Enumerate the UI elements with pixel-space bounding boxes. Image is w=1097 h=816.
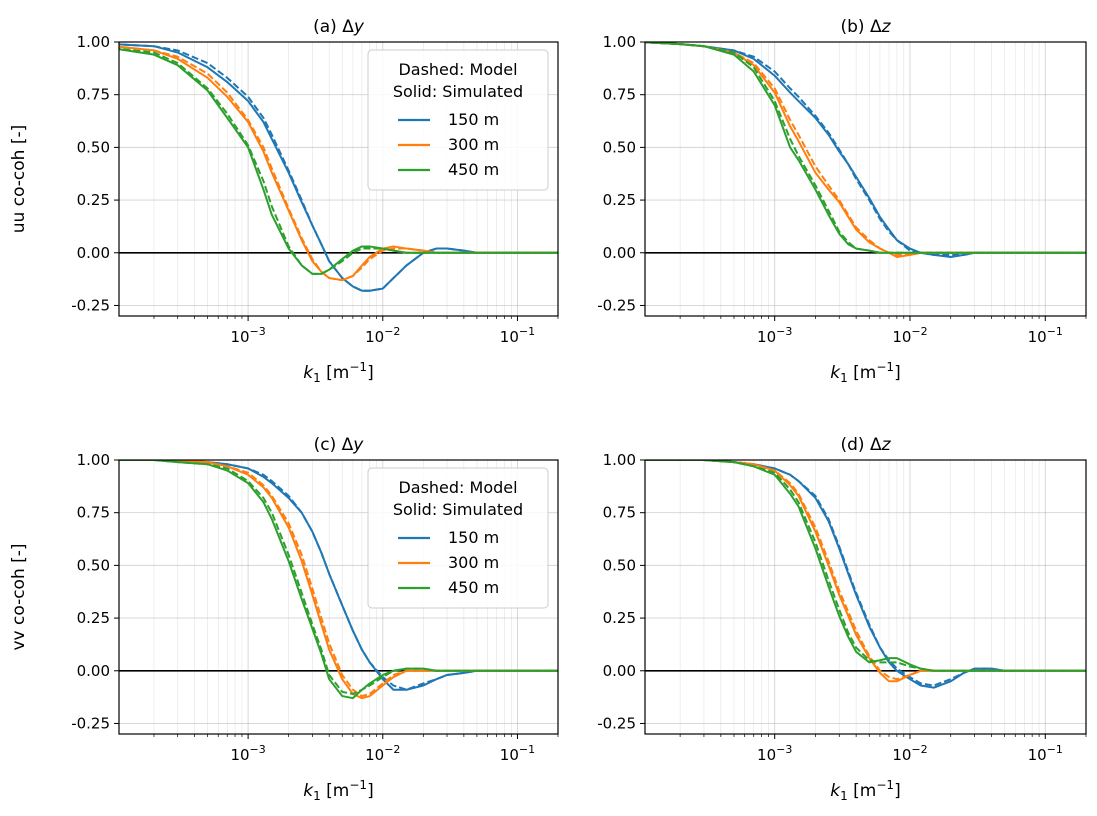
x-axis-label: k1 [m−1] (830, 360, 900, 385)
y-tick-label: 0.50 (77, 556, 110, 574)
series-line-450m-model (119, 47, 558, 275)
series-line-150m-model (119, 43, 558, 292)
y-tick-label: 0.25 (77, 609, 110, 627)
x-tick-label: 10−3 (230, 743, 265, 764)
series-group-a (119, 43, 558, 292)
legend: Dashed: Model Solid: Simulated 150 m 300 m 4… (367, 49, 549, 191)
series-line-450m-model (645, 460, 1086, 672)
y-tick-label: 0.50 (77, 138, 110, 156)
x-tick-label: 10−3 (757, 743, 792, 764)
x-tick-label: 10−1 (1028, 743, 1063, 764)
grid-d (645, 459, 1087, 734)
y-tick-label: 0.50 (603, 138, 636, 156)
series-group-c (119, 460, 558, 700)
y-tick-label: 1.00 (603, 451, 636, 469)
y-tick-label: 0.00 (603, 662, 636, 680)
legend-box (367, 49, 549, 191)
x-tick-label: 10−1 (500, 743, 535, 764)
panel-b: 1.00 0.75 0.50 0.25 0.00 -0.25 10−3 10−2 10−1 k1 … (597, 17, 1087, 385)
series-line-300m-model (645, 42, 1086, 256)
panel-title: (d) Δz (840, 435, 891, 455)
y-tick-label: 0.75 (603, 86, 636, 104)
y-tick-label: -0.25 (71, 714, 110, 732)
axes-frame (118, 459, 559, 735)
panel-title: (a) Δy (313, 17, 365, 37)
y-tick-label: 1.00 (77, 33, 110, 51)
y-tick-label: 1.00 (77, 451, 110, 469)
legend-label: 150 m (448, 110, 499, 129)
series-line-450m-model (645, 42, 1086, 254)
series-group-d (645, 460, 1086, 689)
y-tick-label: 0.00 (77, 244, 110, 262)
legend-header: Dashed: Model (398, 60, 517, 79)
legend-label: 300 m (448, 135, 499, 154)
y-tick-label: 0.00 (603, 244, 636, 262)
y-axis-label: vv co-coh [-] (9, 543, 29, 650)
series-line-150m-model (645, 460, 1086, 687)
x-tick-label: 10−3 (230, 325, 265, 346)
panel-a: 1.00 0.75 0.50 0.25 0.00 -0.25 10−3 10−2 10−1 k1 … (9, 17, 559, 385)
x-tick-label: 10−1 (500, 325, 535, 346)
legend-header: Solid: Simulated (393, 500, 523, 519)
series-line-150m-model (119, 460, 558, 691)
x-tick-label: 10−3 (757, 325, 792, 346)
panel-title: (c) Δy (314, 435, 365, 455)
series-line-150m-simulated (645, 42, 1086, 258)
legend-box (367, 467, 549, 609)
legend-label: 300 m (448, 553, 499, 572)
legend-header: Solid: Simulated (393, 82, 523, 101)
legend-header: Dashed: Model (398, 478, 517, 497)
y-tick-label: 0.75 (77, 86, 110, 104)
series-line-300m-model (119, 45, 558, 282)
panel-c: 1.00 0.75 0.50 0.25 0.00 -0.25 10−3 10−2 10−1 k1 … (9, 435, 559, 803)
y-axis-label: uu co-coh [-] (9, 125, 29, 233)
series-line-450m-model (119, 460, 558, 695)
legend: Dashed: Model Solid: Simulated 150 m 300 m 4… (367, 467, 549, 609)
y-tick-label: 0.75 (77, 504, 110, 522)
y-tick-label: 0.00 (77, 662, 110, 680)
series-line-150m-model (645, 42, 1086, 256)
x-axis-label: k1 [m−1] (303, 778, 373, 803)
x-axis-label: k1 [m−1] (830, 778, 900, 803)
panel-d: 1.00 0.75 0.50 0.25 0.00 -0.25 10−3 10−2 10−1 k1 … (597, 435, 1087, 803)
y-tick-label: -0.25 (597, 296, 636, 314)
legend-label: 150 m (448, 528, 499, 547)
y-tick-label: 0.25 (603, 609, 636, 627)
panel-title: (b) Δz (840, 17, 891, 37)
y-tick-label: 0.75 (603, 504, 636, 522)
x-tick-label: 10−2 (892, 325, 927, 346)
y-tick-label: 0.50 (603, 556, 636, 574)
legend-label: 450 m (448, 578, 499, 597)
axes-frame (644, 459, 1087, 735)
x-tick-label: 10−2 (892, 743, 927, 764)
axes-frame (118, 41, 559, 317)
x-tick-label: 10−2 (365, 743, 400, 764)
legend-label: 450 m (448, 160, 499, 179)
y-tick-label: 0.25 (77, 191, 110, 209)
series-line-300m-simulated (645, 460, 1086, 683)
series-line-300m-simulated (645, 42, 1086, 258)
y-tick-label: -0.25 (597, 714, 636, 732)
grid-b (645, 41, 1087, 316)
x-tick-label: 10−1 (1028, 325, 1063, 346)
y-tick-label: -0.25 (71, 296, 110, 314)
y-tick-label: 1.00 (603, 33, 636, 51)
y-tick-label: 0.25 (603, 191, 636, 209)
series-group-b (645, 42, 1086, 258)
x-axis-label: k1 [m−1] (303, 360, 373, 385)
x-tick-label: 10−2 (365, 325, 400, 346)
axes-frame (644, 41, 1087, 317)
